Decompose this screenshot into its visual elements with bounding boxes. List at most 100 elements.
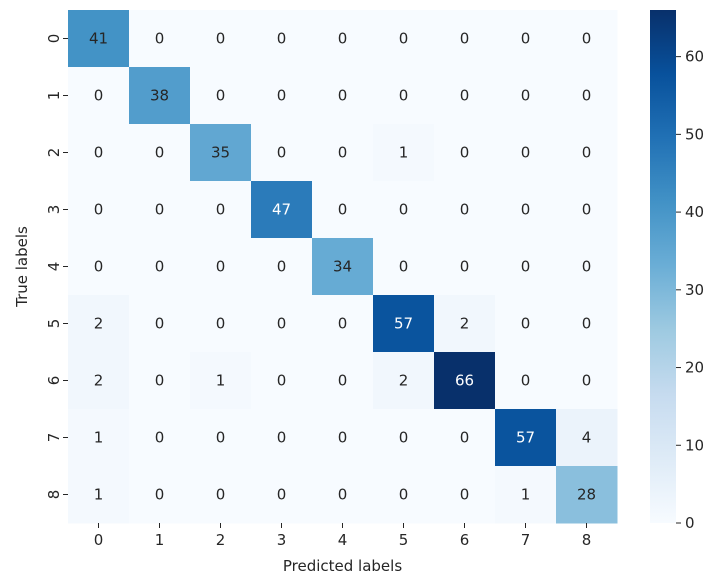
y-tick-label-5: 5 [45, 319, 63, 329]
heatmap-cell-7-0 [68, 409, 130, 467]
cell-value-2-2: 35 [211, 144, 230, 162]
cell-value-6-0: 2 [94, 372, 104, 390]
colorbar-gradient [650, 10, 676, 523]
cell-value-4-1: 0 [155, 258, 165, 276]
cell-value-6-2: 1 [216, 372, 226, 390]
colorbar-tick-label-30: 30 [685, 281, 704, 299]
cell-value-3-4: 0 [338, 201, 348, 219]
x-axis: 0 1 2 3 4 5 6 7 8 [94, 523, 591, 549]
heatmap-cell-0-3 [251, 10, 313, 68]
cell-value-1-6: 0 [460, 87, 470, 105]
heatmap-cell-2-5 [373, 124, 435, 182]
cell-value-3-8: 0 [582, 201, 592, 219]
cell-value-6-8: 0 [582, 372, 592, 390]
cell-value-2-7: 0 [521, 144, 531, 162]
cell-value-1-1: 38 [150, 87, 169, 105]
cell-value-6-1: 0 [155, 372, 165, 390]
heatmap-cell-3-4 [312, 181, 374, 239]
cell-value-4-8: 0 [582, 258, 592, 276]
heatmap-cell-0-4 [312, 10, 374, 68]
cell-value-2-0: 0 [94, 144, 104, 162]
heatmap-cell-0-5 [373, 10, 435, 68]
heatmap-cell-8-8 [556, 466, 618, 524]
y-tick-label-7: 7 [45, 433, 63, 443]
cell-value-5-0: 2 [94, 315, 104, 333]
cell-value-8-5: 0 [399, 486, 409, 504]
cell-value-4-0: 0 [94, 258, 104, 276]
cell-value-3-5: 0 [399, 201, 409, 219]
heatmap-cell-3-5 [373, 181, 435, 239]
cell-value-2-8: 0 [582, 144, 592, 162]
cell-value-8-0: 1 [94, 486, 104, 504]
heatmap-cell-1-8 [556, 67, 618, 125]
heatmap-cell-6-1 [129, 352, 191, 410]
y-tick-label-2: 2 [45, 148, 63, 158]
heatmap-cell-8-0 [68, 466, 130, 524]
heatmap-cell-7-4 [312, 409, 374, 467]
cell-value-2-5: 1 [399, 144, 409, 162]
heatmap-cell-2-2 [190, 124, 252, 182]
heatmap-cell-8-7 [495, 466, 557, 524]
heatmap-cell-1-4 [312, 67, 374, 125]
heatmap-cell-0-2 [190, 10, 252, 68]
y-tick-label-8: 8 [45, 490, 63, 500]
cell-value-0-6: 0 [460, 30, 470, 48]
cell-value-0-7: 0 [521, 30, 531, 48]
cell-value-7-1: 0 [155, 429, 165, 447]
cell-value-3-2: 0 [216, 201, 226, 219]
heatmap-cell-2-6 [434, 124, 496, 182]
cell-value-4-4: 34 [333, 258, 352, 276]
heatmap-cell-6-2 [190, 352, 252, 410]
heatmap-cell-4-8 [556, 238, 618, 296]
heatmap-cell-0-8 [556, 10, 618, 68]
heatmap-cell-7-1 [129, 409, 191, 467]
cell-value-5-1: 0 [155, 315, 165, 333]
cell-value-1-5: 0 [399, 87, 409, 105]
cell-value-7-3: 0 [277, 429, 287, 447]
colorbar: 0 10 20 30 40 50 60 [650, 10, 704, 532]
heatmap-cell-2-3 [251, 124, 313, 182]
heatmap-cell-7-6 [434, 409, 496, 467]
cell-value-5-4: 0 [338, 315, 348, 333]
cell-value-8-6: 0 [460, 486, 470, 504]
heatmap-cell-3-2 [190, 181, 252, 239]
cell-value-0-1: 0 [155, 30, 165, 48]
heatmap-cell-3-6 [434, 181, 496, 239]
cell-value-2-1: 0 [155, 144, 165, 162]
cell-value-8-2: 0 [216, 486, 226, 504]
heatmap-cell-6-8 [556, 352, 618, 410]
cell-value-8-7: 1 [521, 486, 531, 504]
cell-value-7-6: 0 [460, 429, 470, 447]
cell-value-0-8: 0 [582, 30, 592, 48]
y-tick-label-1: 1 [45, 91, 63, 101]
heatmap-cell-2-1 [129, 124, 191, 182]
heatmap-cell-7-8 [556, 409, 618, 467]
heatmap-cell-2-4 [312, 124, 374, 182]
cell-value-5-8: 0 [582, 315, 592, 333]
heatmap-cell-4-7 [495, 238, 557, 296]
heatmap-cell-1-3 [251, 67, 313, 125]
heatmap-cell-8-6 [434, 466, 496, 524]
colorbar-tick-label-20: 20 [685, 359, 704, 377]
cell-value-6-4: 0 [338, 372, 348, 390]
heatmap-cell-1-5 [373, 67, 435, 125]
heatmap-cell-1-1 [129, 67, 191, 125]
cell-value-3-3: 47 [272, 201, 291, 219]
heatmap-cell-3-8 [556, 181, 618, 239]
heatmap-cell-1-2 [190, 67, 252, 125]
heatmap-cell-8-1 [129, 466, 191, 524]
heatmap-cell-6-6 [434, 352, 496, 410]
y-tick-label-6: 6 [45, 376, 63, 386]
cell-value-3-7: 0 [521, 201, 531, 219]
cell-value-8-8: 28 [577, 486, 596, 504]
x-tick-label-1: 1 [155, 531, 165, 549]
heatmap-cell-1-0 [68, 67, 130, 125]
heatmap-cell-5-7 [495, 295, 557, 353]
heatmap-cell-3-0 [68, 181, 130, 239]
heatmap-cell-1-6 [434, 67, 496, 125]
heatmap-cell-3-3 [251, 181, 313, 239]
x-tick-label-6: 6 [460, 531, 470, 549]
heatmap-cell-4-0 [68, 238, 130, 296]
cell-value-6-7: 0 [521, 372, 531, 390]
cell-value-8-3: 0 [277, 486, 287, 504]
